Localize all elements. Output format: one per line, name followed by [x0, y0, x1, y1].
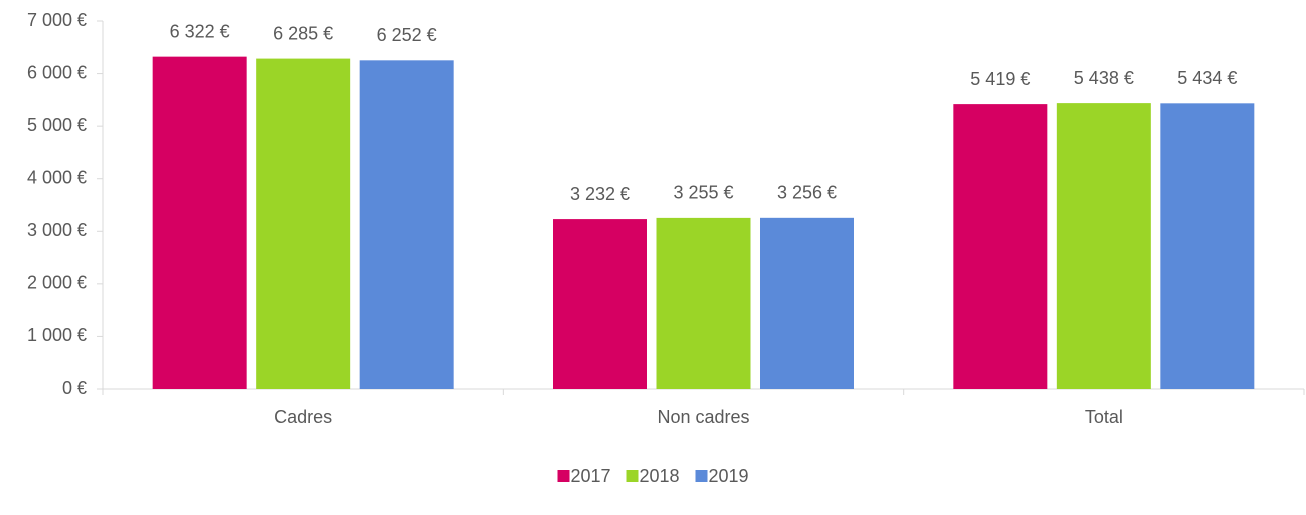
- y-tick-label: 1 000 €: [27, 325, 87, 345]
- data-label: 6 322 €: [170, 21, 230, 41]
- bar: [1160, 103, 1255, 390]
- legend-label: 2019: [709, 466, 749, 486]
- x-tick-label: Cadres: [274, 407, 332, 427]
- bar: [256, 58, 351, 390]
- y-tick-label: 3 000 €: [27, 220, 87, 240]
- bar: [953, 104, 1048, 390]
- bar: [656, 217, 751, 389]
- data-label: 3 255 €: [673, 183, 733, 203]
- x-tick-label: Non cadres: [657, 407, 749, 427]
- legend-swatch: [557, 470, 570, 482]
- legend-swatch: [695, 470, 708, 482]
- data-label: 5 434 €: [1177, 68, 1237, 88]
- bar: [553, 219, 647, 389]
- y-tick-label: 7 000 €: [27, 10, 87, 30]
- legend-label: 2018: [640, 466, 680, 486]
- y-tick-label: 0 €: [62, 378, 87, 398]
- y-tick-label: 4 000 €: [27, 167, 87, 187]
- data-label: 5 438 €: [1074, 68, 1134, 88]
- data-label: 6 252 €: [377, 25, 437, 45]
- data-label: 6 285 €: [273, 23, 333, 43]
- legend-swatch: [626, 470, 639, 482]
- bar: [1056, 103, 1151, 389]
- y-tick-label: 5 000 €: [27, 115, 87, 135]
- y-tick-label: 6 000 €: [27, 62, 87, 82]
- y-tick-label: 2 000 €: [27, 273, 87, 293]
- bar: [760, 217, 854, 389]
- x-tick-label: Total: [1085, 407, 1123, 427]
- data-label: 3 256 €: [777, 183, 837, 203]
- bar: [359, 60, 454, 390]
- legend-label: 2017: [571, 466, 611, 486]
- data-label: 3 232 €: [570, 184, 630, 204]
- data-label: 5 419 €: [970, 69, 1030, 89]
- bar: [152, 56, 247, 389]
